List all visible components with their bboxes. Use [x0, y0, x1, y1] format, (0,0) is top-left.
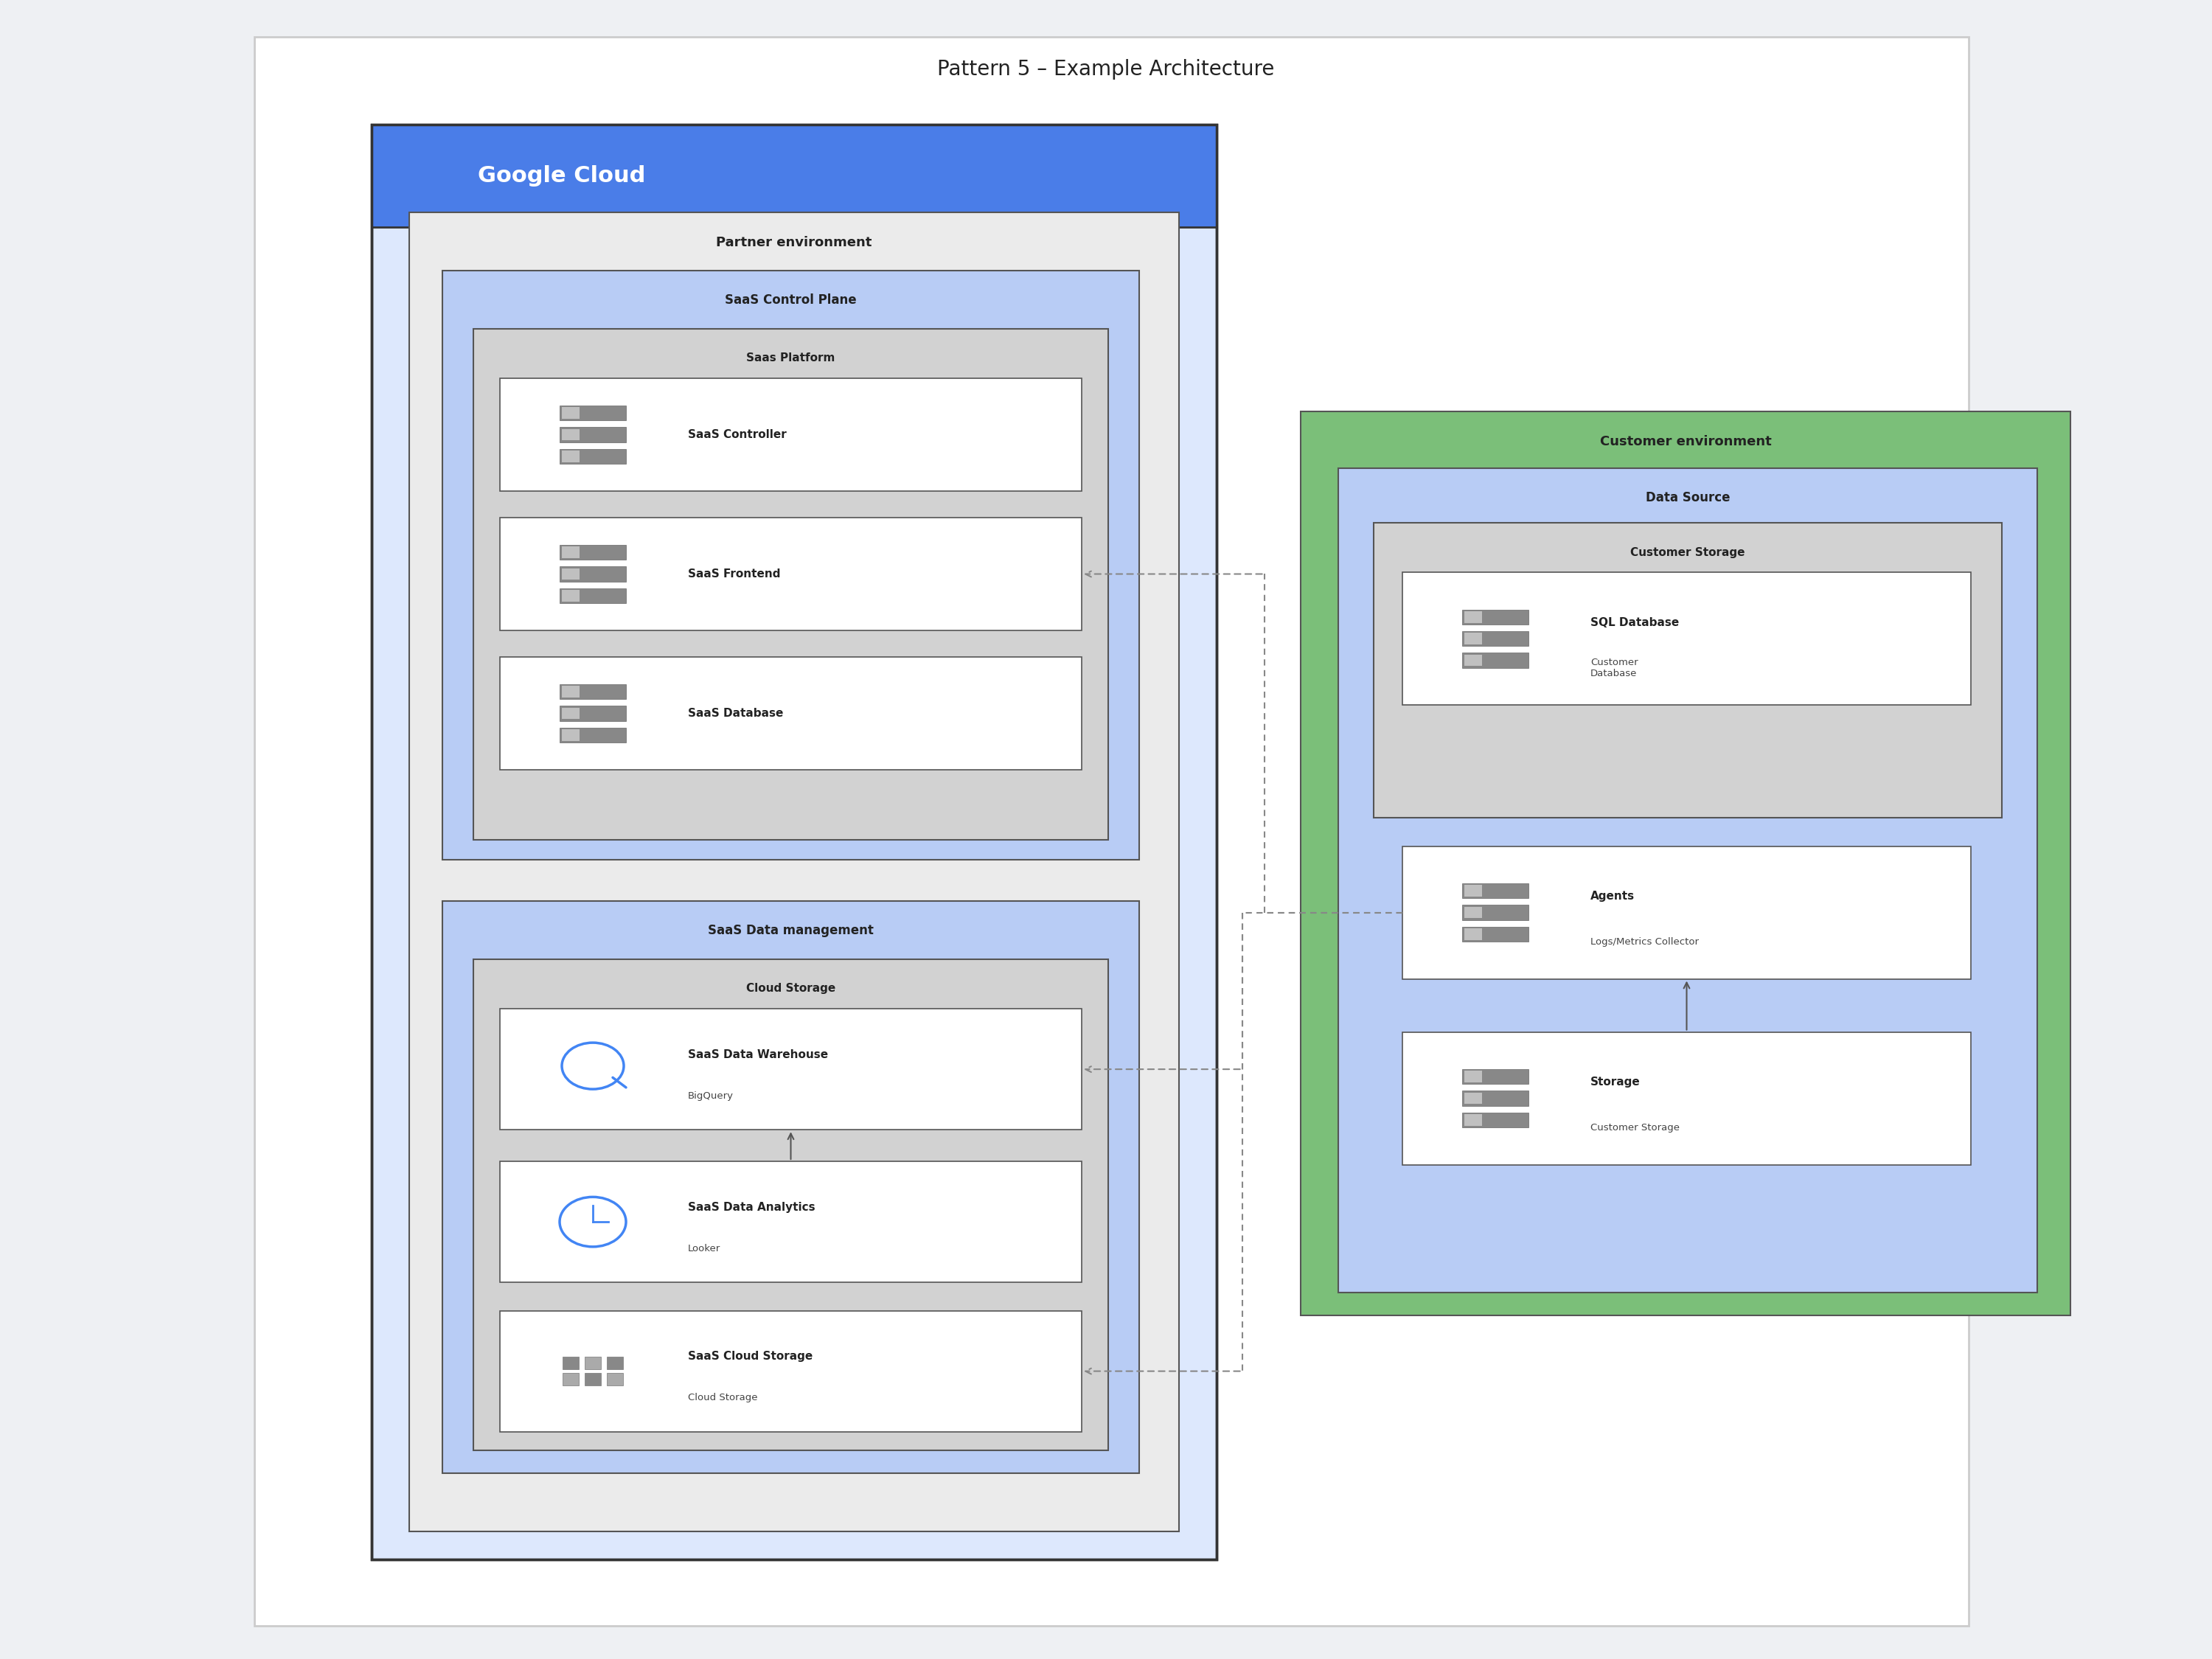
Bar: [1464, 1115, 1482, 1126]
Bar: [560, 727, 626, 743]
Text: SaaS Database: SaaS Database: [688, 708, 783, 718]
Bar: [473, 328, 1108, 839]
Bar: [1464, 929, 1482, 939]
Text: SaaS Data management: SaaS Data management: [708, 924, 874, 937]
Bar: [560, 426, 626, 441]
Bar: [1374, 523, 2002, 818]
Bar: [560, 587, 626, 602]
Text: Data Source: Data Source: [1646, 491, 1730, 504]
Text: SaaS Cloud Storage: SaaS Cloud Storage: [688, 1350, 812, 1362]
Bar: [1462, 609, 1528, 624]
Bar: [500, 518, 1082, 630]
Bar: [562, 589, 580, 601]
Bar: [1464, 654, 1482, 665]
Text: Partner environment: Partner environment: [717, 236, 872, 249]
Text: Google Cloud: Google Cloud: [478, 166, 646, 186]
Bar: [1301, 411, 2070, 1316]
Text: Agents: Agents: [1590, 891, 1635, 902]
Bar: [562, 406, 580, 418]
Bar: [560, 448, 626, 463]
Bar: [560, 405, 626, 420]
Bar: [584, 1357, 602, 1369]
Bar: [560, 544, 626, 561]
Bar: [1462, 927, 1528, 942]
Bar: [562, 707, 580, 720]
Text: Customer
Database: Customer Database: [1590, 657, 1639, 679]
Text: Customer Storage: Customer Storage: [1630, 547, 1745, 557]
Text: SaaS Frontend: SaaS Frontend: [688, 569, 781, 579]
Bar: [473, 959, 1108, 1450]
Bar: [1464, 1072, 1482, 1083]
Bar: [606, 1357, 624, 1369]
Text: Logs/Metrics Collector: Logs/Metrics Collector: [1590, 937, 1699, 946]
Text: Cloud Storage: Cloud Storage: [688, 1394, 757, 1402]
Bar: [442, 270, 1139, 859]
Text: Storage: Storage: [1590, 1077, 1641, 1088]
Bar: [560, 566, 626, 581]
Text: Customer Storage: Customer Storage: [1590, 1123, 1679, 1131]
Text: Customer environment: Customer environment: [1599, 435, 1772, 448]
Bar: [1402, 1032, 1971, 1165]
Text: SQL Database: SQL Database: [1590, 617, 1679, 629]
Bar: [1402, 846, 1971, 979]
Bar: [560, 684, 626, 700]
Bar: [1462, 906, 1528, 921]
Bar: [562, 547, 580, 557]
Bar: [500, 657, 1082, 770]
Text: Pattern 5 – Example Architecture: Pattern 5 – Example Architecture: [938, 60, 1274, 80]
Bar: [1462, 1070, 1528, 1085]
Bar: [500, 1009, 1082, 1130]
Bar: [562, 567, 580, 579]
Bar: [562, 687, 580, 697]
Bar: [500, 1161, 1082, 1282]
Text: Saas Platform: Saas Platform: [745, 353, 836, 363]
Text: BigQuery: BigQuery: [688, 1092, 734, 1100]
Bar: [1462, 652, 1528, 667]
Bar: [1464, 632, 1482, 644]
Bar: [1464, 886, 1482, 898]
Text: SaaS Control Plane: SaaS Control Plane: [726, 294, 856, 307]
Text: Looker: Looker: [688, 1244, 721, 1253]
Text: SaaS Data Analytics: SaaS Data Analytics: [688, 1201, 816, 1213]
Bar: [1338, 468, 2037, 1292]
FancyBboxPatch shape: [254, 36, 1969, 1626]
Bar: [562, 1374, 580, 1385]
Bar: [1462, 1113, 1528, 1128]
Bar: [606, 1374, 624, 1385]
Bar: [500, 378, 1082, 491]
Bar: [1462, 630, 1528, 645]
Bar: [562, 1357, 580, 1369]
Bar: [372, 124, 1217, 1559]
Bar: [372, 124, 1217, 227]
Bar: [500, 1311, 1082, 1432]
Bar: [1464, 907, 1482, 919]
Text: SaaS Controller: SaaS Controller: [688, 430, 787, 440]
Bar: [1464, 1093, 1482, 1105]
Bar: [442, 901, 1139, 1473]
Bar: [560, 707, 626, 720]
Bar: [562, 730, 580, 740]
Bar: [562, 428, 580, 440]
Text: Cloud Storage: Cloud Storage: [745, 984, 836, 994]
Bar: [1462, 884, 1528, 899]
Bar: [409, 212, 1179, 1531]
Bar: [1462, 1092, 1528, 1107]
Bar: [1402, 572, 1971, 705]
Bar: [562, 450, 580, 461]
Bar: [1464, 611, 1482, 622]
Bar: [372, 124, 1217, 1559]
Bar: [584, 1374, 602, 1385]
Text: SaaS Data Warehouse: SaaS Data Warehouse: [688, 1048, 827, 1060]
